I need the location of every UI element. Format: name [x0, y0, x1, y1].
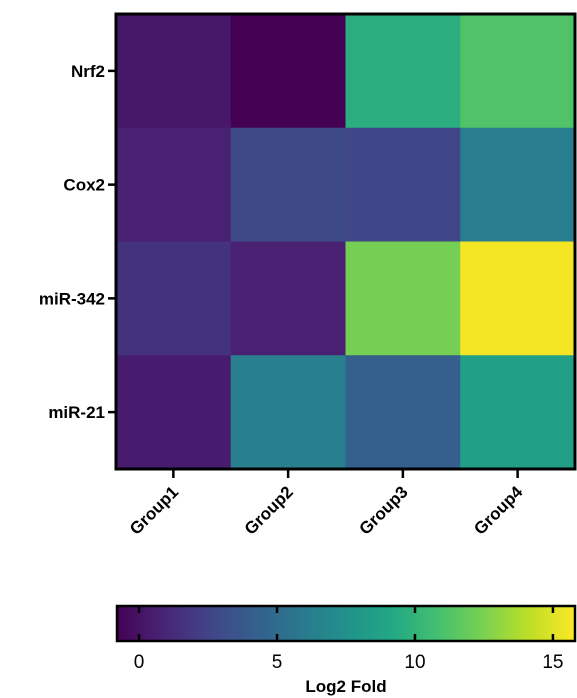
heatmap-cells	[116, 14, 576, 470]
heatmap-cell	[460, 355, 576, 470]
column-label: Group4	[470, 482, 527, 539]
colorbar-gradient	[115, 604, 577, 643]
heatmap-cell	[116, 355, 232, 470]
heatmap-cell	[116, 241, 232, 356]
heatmap-cell	[460, 127, 576, 242]
column-axis: Group1 Group2 Group3 Group4	[126, 469, 527, 539]
row-label: miR-342	[39, 289, 105, 308]
row-label: Cox2	[63, 176, 105, 195]
colorbar-tick-label: 15	[542, 652, 563, 673]
row-axis: Nrf2 Cox2 miR-342 miR-21	[39, 62, 116, 422]
heatmap-cell	[230, 355, 346, 470]
row-label: Nrf2	[71, 62, 105, 81]
plot-frame	[114, 12, 577, 471]
column-label: Group1	[126, 482, 182, 538]
heatmap-cell	[460, 241, 576, 356]
heatmap-cell	[116, 14, 232, 129]
colorbar-tick-label: 5	[272, 652, 283, 673]
heatmap-cell	[345, 127, 461, 242]
colorbar-title: Log2 Fold	[305, 677, 386, 696]
heatmap-cell	[116, 127, 232, 242]
colorbar-tick-label: 0	[134, 652, 145, 673]
colorbar: 0 5 10 15	[115, 604, 577, 673]
heatmap-cell	[230, 127, 346, 242]
heatmap-cell	[345, 241, 461, 356]
heatmap-cell	[345, 14, 461, 129]
heatmap-cell	[230, 241, 346, 356]
row-label: miR-21	[48, 403, 105, 422]
heatmap-cell	[230, 14, 346, 129]
heatmap-cell	[460, 14, 576, 129]
heatmap-cell	[345, 355, 461, 470]
column-label: Group3	[356, 482, 412, 538]
colorbar-tick-label: 10	[404, 652, 425, 673]
column-label: Group2	[241, 482, 297, 538]
